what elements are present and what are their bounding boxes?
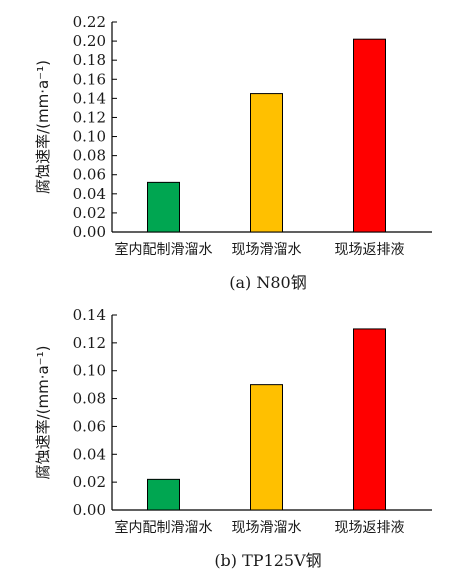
bar bbox=[250, 93, 283, 233]
y-tick-label: 0.10 bbox=[73, 362, 106, 380]
bar-group bbox=[147, 328, 386, 511]
bar bbox=[147, 181, 180, 233]
bar-group bbox=[147, 38, 386, 233]
y-tick-label: 0.12 bbox=[73, 334, 106, 352]
panel-caption: (b) TP125V钢 bbox=[214, 551, 321, 570]
chart-panel-b: 0.00 0.02 0.04 0.06 0.08 0.10 0.12 0.14 室内配制滑溜水… bbox=[34, 306, 432, 570]
y-tick-label: 0.04 bbox=[73, 445, 106, 463]
y-tick-label: 0.18 bbox=[73, 51, 106, 69]
x-category-label: 现场滑溜水 bbox=[232, 241, 302, 258]
y-tick-labels: 0.000.020.040.060.080.10 0.120.140.160.18… bbox=[73, 13, 106, 241]
x-category-label: 现场滑溜水 bbox=[232, 519, 302, 536]
x-category-label: 现场返排液 bbox=[335, 520, 405, 536]
y-tick-label: 0.00 bbox=[73, 223, 106, 241]
y-tick-label: 0.00 bbox=[73, 501, 106, 519]
y-tick-label: 0.10 bbox=[73, 128, 106, 146]
y-tick-label: 0.02 bbox=[73, 473, 106, 491]
y-axis-label: 腐蚀速率/(mm·a⁻¹) bbox=[34, 346, 52, 480]
y-tick-label: 0.06 bbox=[73, 166, 106, 184]
bar bbox=[147, 478, 180, 511]
y-tick-label: 0.06 bbox=[73, 417, 106, 435]
y-tick-label: 0.14 bbox=[73, 89, 106, 107]
y-tick-label: 0.12 bbox=[73, 108, 106, 126]
bar bbox=[250, 384, 283, 511]
y-tick-label: 0.08 bbox=[73, 147, 106, 165]
bar bbox=[353, 38, 386, 233]
y-tick-label: 0.14 bbox=[73, 306, 106, 324]
y-tick-label: 0.04 bbox=[73, 185, 106, 203]
panel-caption: (a) N80钢 bbox=[229, 273, 306, 292]
y-tick-label: 0.02 bbox=[73, 204, 106, 222]
bar bbox=[353, 328, 386, 511]
x-category-labels: 室内配制滑溜水 现场滑溜水 现场返排液 bbox=[115, 241, 405, 258]
y-tick-label: 0.16 bbox=[73, 70, 106, 88]
y-tick-label: 0.22 bbox=[73, 13, 106, 31]
x-category-labels: 室内配制滑溜水 现场滑溜水 现场返排液 bbox=[115, 519, 405, 536]
x-category-label: 现场返排液 bbox=[335, 242, 405, 258]
y-tick-label: 0.08 bbox=[73, 390, 106, 408]
x-category-label: 室内配制滑溜水 bbox=[115, 519, 213, 536]
chart-panel-a: 0.000.020.040.060.080.10 0.120.140.160.18… bbox=[34, 13, 432, 292]
x-category-label: 室内配制滑溜水 bbox=[115, 241, 213, 258]
y-axis-label: 腐蚀速率/(mm·a⁻¹) bbox=[34, 60, 52, 194]
y-tick-labels: 0.00 0.02 0.04 0.06 0.08 0.10 0.12 0.14 bbox=[73, 306, 106, 519]
y-tick-label: 0.20 bbox=[73, 32, 106, 50]
